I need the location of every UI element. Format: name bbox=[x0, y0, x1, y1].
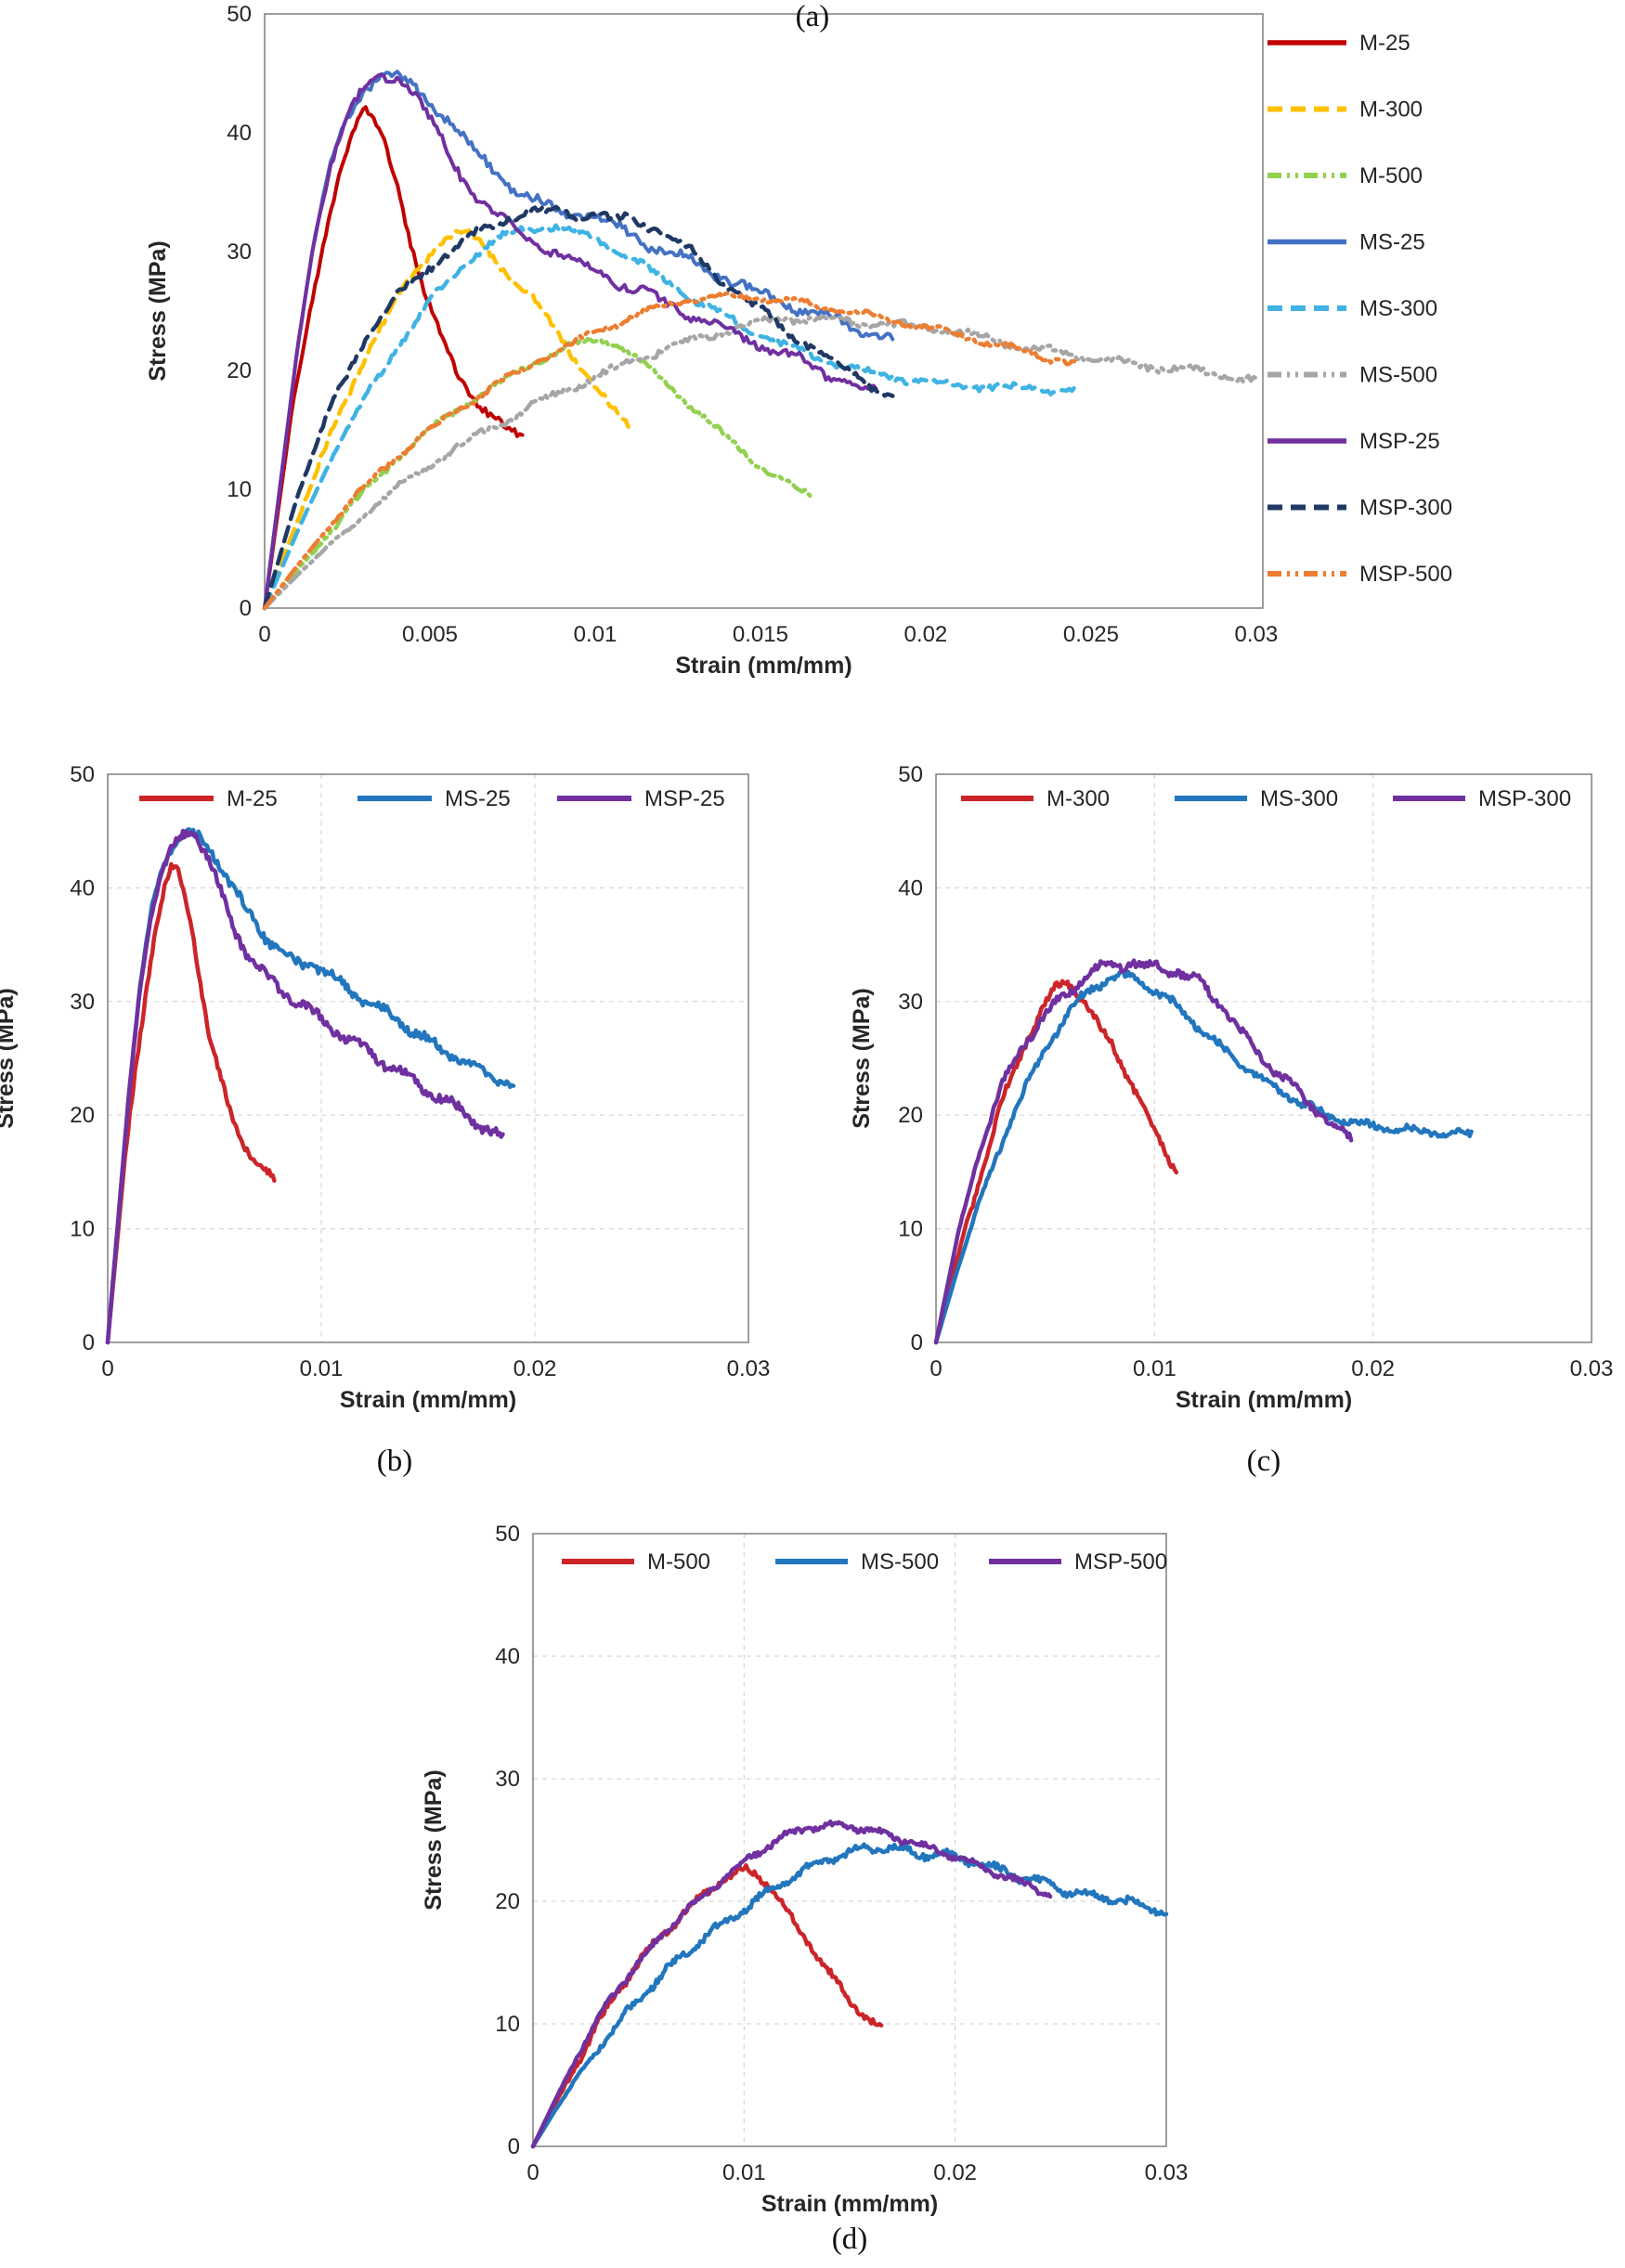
svg-text:MSP-500: MSP-500 bbox=[1074, 1549, 1167, 1575]
svg-text:0: 0 bbox=[240, 596, 252, 621]
svg-text:MS-500: MS-500 bbox=[1359, 363, 1437, 388]
svg-text:MS-500: MS-500 bbox=[861, 1549, 939, 1575]
svg-text:MSP-300: MSP-300 bbox=[1359, 496, 1452, 521]
svg-text:MS-25: MS-25 bbox=[1359, 230, 1425, 255]
svg-text:M-300: M-300 bbox=[1359, 97, 1423, 123]
svg-text:M-500: M-500 bbox=[647, 1549, 710, 1575]
svg-text:50: 50 bbox=[898, 762, 923, 787]
svg-text:M-300: M-300 bbox=[1046, 786, 1110, 811]
svg-text:0.015: 0.015 bbox=[733, 622, 788, 647]
svg-text:30: 30 bbox=[70, 990, 95, 1015]
svg-text:0: 0 bbox=[508, 2134, 520, 2159]
svg-text:40: 40 bbox=[495, 1644, 520, 1669]
chart-panel-b: 0 0.01 0.02 0.03 0 10 20 30 40 50 Strain (mm/mm) St… bbox=[0, 754, 800, 1436]
caption-c: (c) bbox=[1246, 1445, 1281, 1478]
svg-text:0.005: 0.005 bbox=[402, 622, 458, 647]
svg-text:Stress (MPa): Stress (MPa) bbox=[145, 240, 171, 381]
svg-text:M-25: M-25 bbox=[227, 786, 278, 811]
svg-text:0: 0 bbox=[526, 2160, 539, 2185]
svg-text:0.03: 0.03 bbox=[727, 1356, 771, 1381]
svg-text:0.01: 0.01 bbox=[722, 2160, 766, 2185]
svg-text:50: 50 bbox=[495, 1522, 520, 1547]
svg-text:30: 30 bbox=[495, 1767, 520, 1792]
svg-text:50: 50 bbox=[227, 2, 252, 27]
svg-text:0.02: 0.02 bbox=[904, 622, 948, 647]
svg-text:0: 0 bbox=[83, 1330, 95, 1355]
svg-text:MS-300: MS-300 bbox=[1359, 296, 1437, 321]
svg-text:40: 40 bbox=[898, 875, 923, 901]
svg-text:MSP-500: MSP-500 bbox=[1359, 562, 1452, 587]
caption-b: (b) bbox=[376, 1445, 413, 1478]
svg-text:0.03: 0.03 bbox=[1235, 622, 1279, 647]
svg-text:MS-25: MS-25 bbox=[445, 786, 511, 811]
svg-text:0.01: 0.01 bbox=[1133, 1356, 1176, 1381]
svg-text:20: 20 bbox=[495, 1889, 520, 1914]
svg-text:MSP-25: MSP-25 bbox=[1359, 429, 1440, 454]
svg-text:10: 10 bbox=[70, 1217, 95, 1242]
svg-text:MS-300: MS-300 bbox=[1260, 786, 1338, 811]
svg-text:Stress (MPa): Stress (MPa) bbox=[849, 988, 875, 1128]
svg-text:MSP-300: MSP-300 bbox=[1478, 786, 1571, 811]
svg-text:0.01: 0.01 bbox=[300, 1356, 344, 1381]
svg-text:0.03: 0.03 bbox=[1145, 2160, 1189, 2185]
svg-text:30: 30 bbox=[898, 990, 923, 1015]
svg-text:Strain (mm/mm): Strain (mm/mm) bbox=[340, 1387, 516, 1413]
svg-text:10: 10 bbox=[898, 1217, 923, 1242]
svg-text:0: 0 bbox=[930, 1356, 942, 1381]
svg-text:M-500: M-500 bbox=[1359, 163, 1423, 188]
svg-text:0: 0 bbox=[911, 1330, 923, 1355]
svg-text:40: 40 bbox=[70, 875, 95, 901]
svg-text:40: 40 bbox=[227, 121, 252, 146]
svg-text:0.01: 0.01 bbox=[574, 622, 618, 647]
svg-text:20: 20 bbox=[70, 1103, 95, 1128]
svg-text:50: 50 bbox=[70, 762, 95, 787]
svg-text:30: 30 bbox=[227, 240, 252, 265]
svg-text:Strain (mm/mm): Strain (mm/mm) bbox=[1176, 1387, 1352, 1413]
svg-text:10: 10 bbox=[227, 477, 252, 502]
caption-d: (d) bbox=[831, 2223, 868, 2256]
chart-panel-d: 0 0.01 0.02 0.03 0 10 20 30 40 50 Strain (mm/mm) St… bbox=[421, 1513, 1240, 2228]
svg-text:20: 20 bbox=[898, 1103, 923, 1128]
svg-text:Stress (MPa): Stress (MPa) bbox=[422, 1769, 447, 1910]
svg-text:10: 10 bbox=[495, 2012, 520, 2037]
svg-text:0: 0 bbox=[258, 622, 270, 647]
svg-text:0: 0 bbox=[101, 1356, 113, 1381]
svg-text:Strain (mm/mm): Strain (mm/mm) bbox=[675, 653, 852, 679]
svg-text:MSP-25: MSP-25 bbox=[644, 786, 725, 811]
svg-text:Strain (mm/mm): Strain (mm/mm) bbox=[761, 2191, 938, 2217]
svg-text:20: 20 bbox=[227, 358, 252, 383]
svg-text:M-25: M-25 bbox=[1359, 31, 1410, 56]
chart-panel-c: 0 0.01 0.02 0.03 0 10 20 30 40 50 Strain (mm/mm) St… bbox=[826, 754, 1625, 1436]
svg-text:0.03: 0.03 bbox=[1570, 1356, 1614, 1381]
caption-a: (a) bbox=[795, 0, 830, 33]
chart-panel-a: 0 0.005 0.01 0.015 0.02 0.025 0.03 0 10 20 30 40 50 S… bbox=[130, 0, 1625, 682]
svg-text:0.02: 0.02 bbox=[933, 2160, 977, 2185]
svg-text:0.025: 0.025 bbox=[1063, 622, 1119, 647]
svg-text:Stress (MPa): Stress (MPa) bbox=[0, 988, 19, 1128]
svg-text:0.02: 0.02 bbox=[1351, 1356, 1395, 1381]
svg-text:0.02: 0.02 bbox=[514, 1356, 557, 1381]
